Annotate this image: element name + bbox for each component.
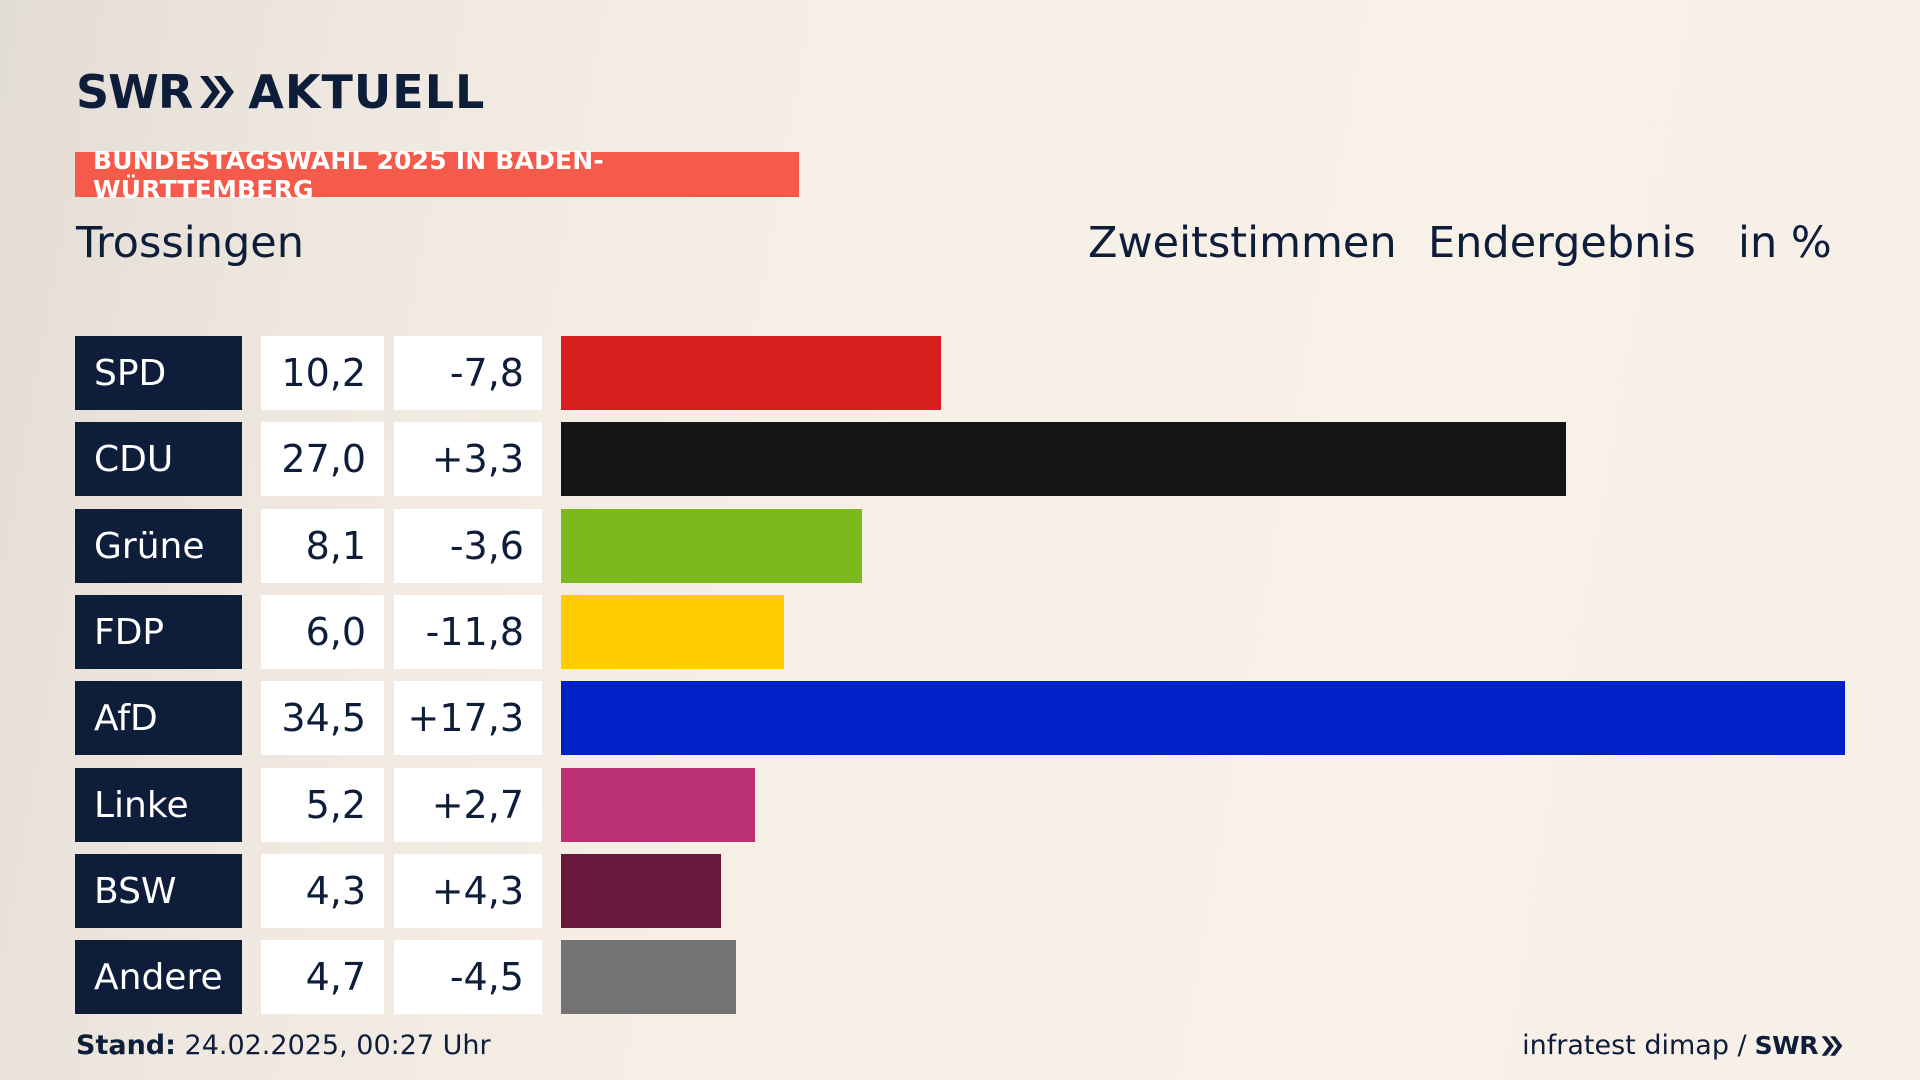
timestamp: Stand: 24.02.2025, 00:27 Uhr [76, 1030, 491, 1061]
result-row: AfD 34,5 +17,3 [0, 681, 1920, 755]
vote-share-value: 6,0 [261, 595, 384, 669]
vote-share-change: +3,3 [394, 422, 542, 496]
result-type-header: Endergebnis [1428, 218, 1696, 268]
bar-afd [561, 681, 1845, 755]
vote-share-change: -11,8 [394, 595, 542, 669]
vote-share-change: -4,5 [394, 940, 542, 1014]
party-label: Linke [75, 768, 242, 842]
double-chevron-right-icon [200, 76, 235, 108]
double-chevron-right-icon [1821, 1035, 1843, 1056]
vote-share-change: +4,3 [394, 854, 542, 928]
vote-share-change: -7,8 [394, 336, 542, 410]
vote-share-change: +17,3 [394, 681, 542, 755]
result-row: Andere 4,7 -4,5 [0, 940, 1920, 1014]
logo-aktuell-text: AKTUELL [248, 65, 486, 119]
stand-value: 24.02.2025, 00:27 Uhr [184, 1030, 491, 1061]
source-text: infratest dimap / [1522, 1030, 1747, 1061]
bar-grüne [561, 509, 862, 583]
party-label: Andere [75, 940, 242, 1014]
source-credit: infratest dimap / SWR [1522, 1030, 1844, 1061]
vote-share-change: +2,7 [394, 768, 542, 842]
result-row: BSW 4,3 +4,3 [0, 854, 1920, 928]
source-brand: SWR [1754, 1031, 1819, 1060]
result-row: Grüne 8,1 -3,6 [0, 509, 1920, 583]
unit-header: in % [1738, 218, 1832, 268]
result-row: FDP 6,0 -11,8 [0, 595, 1920, 669]
party-label: AfD [75, 681, 242, 755]
party-label: CDU [75, 422, 242, 496]
vote-share-change: -3,6 [394, 509, 542, 583]
vote-share-value: 27,0 [261, 422, 384, 496]
bar-fdp [561, 595, 784, 669]
result-row: CDU 27,0 +3,3 [0, 422, 1920, 496]
vote-share-value: 4,3 [261, 854, 384, 928]
logo-swr-text: SWR [76, 65, 193, 119]
swr-aktuell-logo: SWR AKTUELL [76, 66, 485, 118]
vote-share-value: 5,2 [261, 768, 384, 842]
vote-share-value: 10,2 [261, 336, 384, 410]
bar-spd [561, 336, 941, 410]
party-label: SPD [75, 336, 242, 410]
location-title: Trossingen [76, 218, 304, 268]
result-row: SPD 10,2 -7,8 [0, 336, 1920, 410]
bar-bsw [561, 854, 721, 928]
vote-share-value: 8,1 [261, 509, 384, 583]
bar-andere [561, 940, 736, 1014]
stand-label: Stand: [76, 1030, 176, 1061]
party-label: FDP [75, 595, 242, 669]
party-label: Grüne [75, 509, 242, 583]
bar-linke [561, 768, 755, 842]
vote-share-value: 4,7 [261, 940, 384, 1014]
vote-type-header: Zweitstimmen [1088, 218, 1397, 268]
bar-cdu [561, 422, 1566, 496]
party-label: BSW [75, 854, 242, 928]
vote-share-value: 34,5 [261, 681, 384, 755]
result-row: Linke 5,2 +2,7 [0, 768, 1920, 842]
